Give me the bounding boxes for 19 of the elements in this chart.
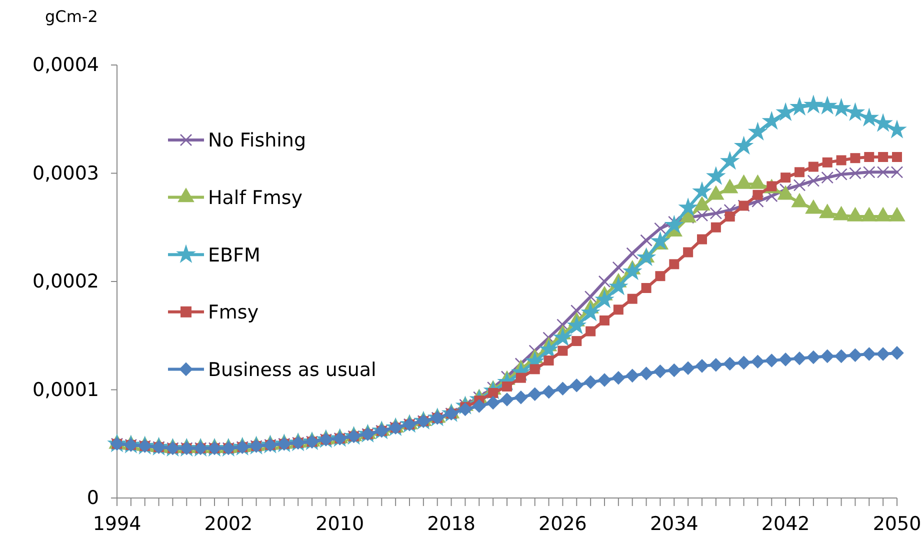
x-tick-label: 2034 bbox=[650, 512, 698, 535]
y-tick-label: 0 bbox=[86, 487, 99, 510]
y-tick-label: 0,0004 bbox=[32, 54, 99, 76]
legend-label: Fmsy bbox=[208, 302, 259, 324]
y-tick-label: 0,0003 bbox=[32, 162, 99, 184]
x-tick-label: 2018 bbox=[427, 512, 476, 535]
legend-label: EBFM bbox=[208, 244, 260, 266]
x-tick-label: 2026 bbox=[538, 512, 587, 535]
legend-label: Half Fmsy bbox=[208, 186, 303, 209]
legend-label: Business as usual bbox=[208, 358, 376, 381]
y-tick-label: 0,0002 bbox=[32, 270, 99, 293]
legend-label: No Fishing bbox=[208, 130, 306, 152]
y-axis-title: gCm-2 bbox=[45, 7, 98, 26]
x-tick-label: 2002 bbox=[204, 512, 253, 535]
x-tick-label: 2010 bbox=[316, 512, 364, 535]
x-tick-label: 2042 bbox=[761, 512, 810, 535]
x-tick-label: 1994 bbox=[92, 512, 142, 535]
y-tick-label: 0,0001 bbox=[32, 378, 99, 401]
x-tick-label: 2050 bbox=[872, 512, 922, 535]
